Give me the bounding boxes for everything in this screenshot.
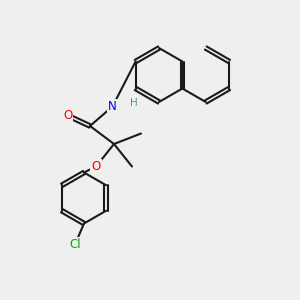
Text: H: H xyxy=(130,98,137,109)
Text: O: O xyxy=(63,109,72,122)
Text: O: O xyxy=(92,160,100,173)
Text: Cl: Cl xyxy=(69,238,81,251)
Text: N: N xyxy=(108,100,117,113)
